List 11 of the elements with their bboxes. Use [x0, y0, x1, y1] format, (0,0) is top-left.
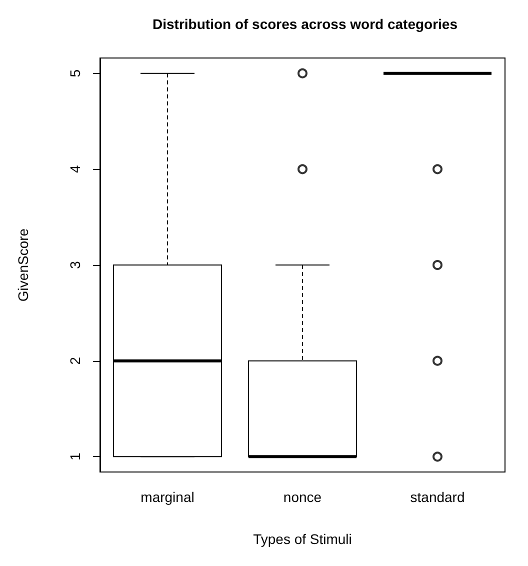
y-tick-label: 5	[67, 69, 83, 78]
x-axis-title: Types of Stimuli	[253, 531, 352, 547]
y-tick-label: 1	[67, 452, 83, 461]
y-tick-label: 4	[67, 165, 83, 174]
x-tick-label: standard	[410, 489, 465, 505]
y-axis-title: GivenScore	[15, 228, 31, 302]
chart-title: Distribution of scores across word categories	[152, 16, 458, 32]
x-tick-label: marginal	[140, 489, 194, 505]
x-tick-label: nonce	[283, 489, 322, 505]
y-tick-label: 2	[67, 356, 83, 365]
y-tick-label: 3	[67, 260, 83, 269]
